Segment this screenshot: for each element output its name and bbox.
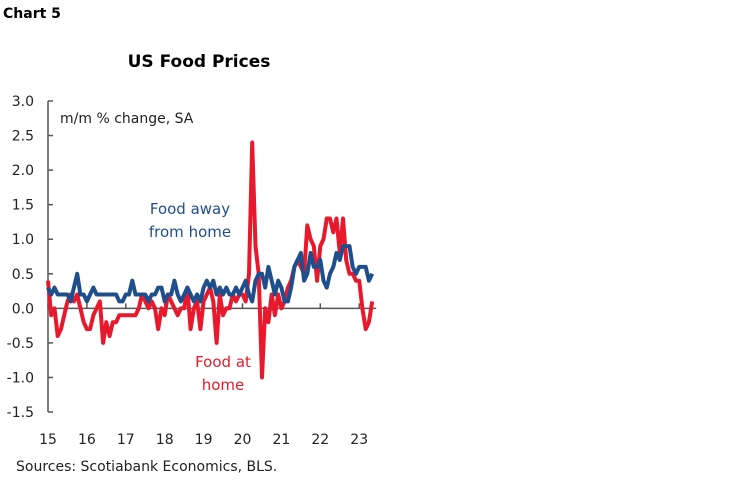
y-tick-label: 0.5 xyxy=(12,267,34,283)
y-tick-label: -1.5 xyxy=(7,405,34,421)
y-tick-label: 0.0 xyxy=(12,301,34,317)
x-tick-label: 23 xyxy=(350,432,368,448)
series-label-food-away-line1: Food away xyxy=(150,200,230,218)
x-tick-label: 18 xyxy=(156,432,174,448)
y-tick-label: 1.5 xyxy=(12,198,34,214)
x-tick-label: 17 xyxy=(117,432,135,448)
y-axis-label: m/m % change, SA xyxy=(60,111,194,127)
series-label-food-home-line1: Food at xyxy=(195,353,251,371)
x-tick-label: 19 xyxy=(195,432,213,448)
source-note: Sources: Scotiabank Economics, BLS. xyxy=(16,459,277,475)
chart-label: Chart 5 xyxy=(3,6,61,22)
x-tick-label: 22 xyxy=(311,432,329,448)
x-tick-label: 15 xyxy=(39,432,57,448)
series-label-food-home-line2: home xyxy=(202,376,245,394)
series-label-food-away-line2: from home xyxy=(149,223,231,241)
y-tick-label: 3.0 xyxy=(12,94,34,110)
x-tick-label: 16 xyxy=(78,432,96,448)
y-tick-label: 1.0 xyxy=(12,232,34,248)
series-lines xyxy=(46,140,375,380)
x-tick-label: 21 xyxy=(272,432,290,448)
axes: 3.0 2.5 2.0 1.5 1.0 0.5 0.0 -0.5 -1.0 -1.5 15 16 17 1… xyxy=(7,94,377,448)
y-tick-label: 2.5 xyxy=(12,129,34,145)
y-tick-label: 2.0 xyxy=(12,163,34,179)
x-tick-label: 20 xyxy=(234,432,252,448)
chart-title: US Food Prices xyxy=(128,52,271,72)
y-tick-label: -1.0 xyxy=(7,370,34,386)
series-line-food-at-home xyxy=(46,140,375,380)
series-line-food-away-from-home xyxy=(46,244,375,304)
y-tick-label: -0.5 xyxy=(7,336,34,352)
